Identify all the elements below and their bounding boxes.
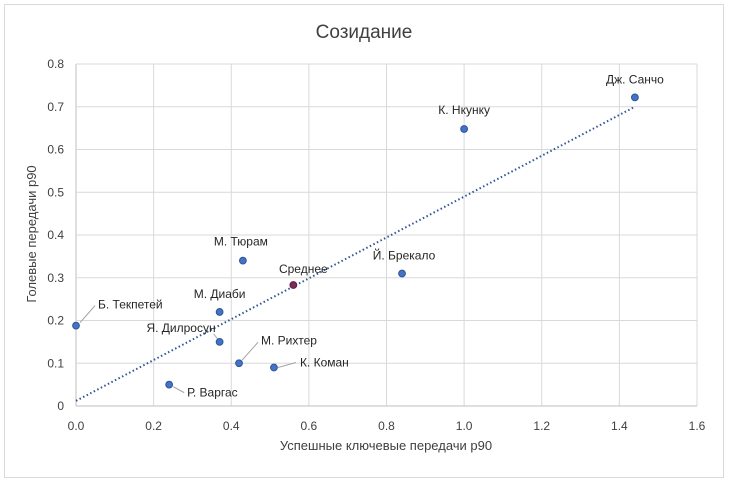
scatter-point xyxy=(398,269,406,278)
y-tick-label: 0.6 xyxy=(47,143,64,157)
scatter-point xyxy=(631,93,639,102)
point-label: Я. Дилросун xyxy=(146,321,215,335)
y-tick-label: 0.7 xyxy=(47,100,64,114)
data-points xyxy=(72,93,639,389)
scatter-point xyxy=(215,337,224,346)
scatter-point xyxy=(289,281,298,289)
y-tick-label: 0.3 xyxy=(47,271,64,285)
point-label: М. Тюрам xyxy=(214,235,268,249)
x-tick-label: 0.0 xyxy=(68,419,85,433)
y-tick-label: 0.2 xyxy=(47,314,64,328)
x-tick-label: 0.6 xyxy=(301,419,318,433)
leader-line xyxy=(172,386,185,394)
x-tick-label: 1.2 xyxy=(533,419,550,433)
grid-lines xyxy=(75,63,698,407)
x-tick-label: 1.0 xyxy=(456,419,473,433)
y-tick-label: 0.5 xyxy=(47,185,64,199)
y-tick-label: 0.8 xyxy=(47,57,64,71)
trendline xyxy=(75,105,636,402)
y-tick-label: 0 xyxy=(57,399,64,413)
leader-line xyxy=(79,305,96,323)
scatter-point xyxy=(460,125,469,133)
scatter-point xyxy=(165,380,174,389)
point-label: Среднее xyxy=(279,262,328,276)
leader-line xyxy=(213,333,218,340)
label-leader-lines xyxy=(79,305,297,394)
point-label: Б. Текпетей xyxy=(98,298,163,312)
x-tick-label: 0.8 xyxy=(378,419,395,433)
x-tick-label: 0.2 xyxy=(145,419,162,433)
point-label: Й. Брекало xyxy=(373,247,436,262)
point-label: М. Рихтер xyxy=(261,333,317,347)
scatter-point xyxy=(215,308,224,316)
x-tick-label: 1.4 xyxy=(611,419,628,433)
point-label: М. Диаби xyxy=(194,287,246,301)
x-tick-label: 0.4 xyxy=(223,419,240,433)
y-axis-label: Голевые передачи р90 xyxy=(24,165,39,302)
y-tick-label: 0.4 xyxy=(47,228,64,242)
point-label: К. Коман xyxy=(300,356,349,370)
leader-line xyxy=(277,362,297,369)
leader-line xyxy=(241,341,259,361)
tick-labels: 0.0 0.2 0.4 0.6 0.8 1.0 1.2 1.4 1.6 0 0.1 0.2 0.3 0.4… xyxy=(47,57,705,433)
x-axis-label: Успешные ключевые передачи р90 xyxy=(280,438,492,453)
scatter-point xyxy=(238,256,247,265)
point-label: Р. Варгас xyxy=(187,386,238,400)
y-tick-label: 0.1 xyxy=(47,356,64,370)
point-label: Дж. Санчо xyxy=(606,72,664,86)
scatter-point xyxy=(235,359,243,368)
chart-title: Созидание xyxy=(316,22,413,43)
x-tick-label: 1.6 xyxy=(689,419,706,433)
scatter-point xyxy=(270,363,278,372)
point-labels: Дж. Санчо К. Нкунку Й. Брекало М. Тюрам Сред… xyxy=(98,72,664,399)
point-label: К. Нкунку xyxy=(438,103,490,117)
scatter-point xyxy=(72,321,80,330)
chart-frame xyxy=(4,4,724,478)
